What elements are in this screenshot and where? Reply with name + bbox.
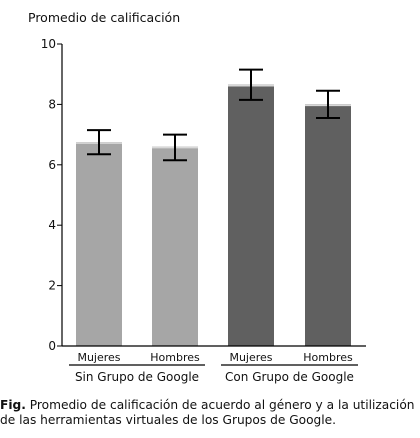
category-label-2: Hombres [150, 351, 200, 364]
bar-2 [152, 146, 198, 346]
error-bar-1 [87, 129, 111, 156]
bar-3 [228, 84, 274, 347]
category-label-3: Mujeres [229, 351, 272, 364]
y-tick-label-10: 10 [41, 37, 56, 51]
group-label-1: Sin Grupo de Google [75, 370, 199, 384]
error-bar-2 [163, 133, 187, 162]
error-bar-3 [239, 68, 263, 101]
bar-chart: Promedio de calificación 0 2 4 6 8 10 Mujeres… [28, 10, 366, 384]
bar-4 [305, 104, 351, 347]
y-tick-label-0: 0 [48, 339, 56, 353]
figure-caption: Fig. Promedio de calificación de acuerdo… [0, 398, 418, 428]
bar-1 [76, 142, 122, 346]
caption-text: Promedio de calificación de acuerdo al g… [0, 398, 415, 427]
y-tick-label-4: 4 [48, 218, 56, 232]
y-tick-label-8: 8 [48, 97, 56, 111]
category-label-4: Hombres [303, 351, 353, 364]
error-bar-4 [316, 89, 340, 119]
caption-prefix: Fig. [0, 398, 26, 412]
y-tick-label-6: 6 [48, 158, 56, 172]
group-label-2: Con Grupo de Google [225, 370, 354, 384]
category-label-1: Mujeres [77, 351, 120, 364]
y-axis-label: Promedio de calificación [28, 10, 180, 25]
y-tick-label-2: 2 [48, 279, 56, 293]
